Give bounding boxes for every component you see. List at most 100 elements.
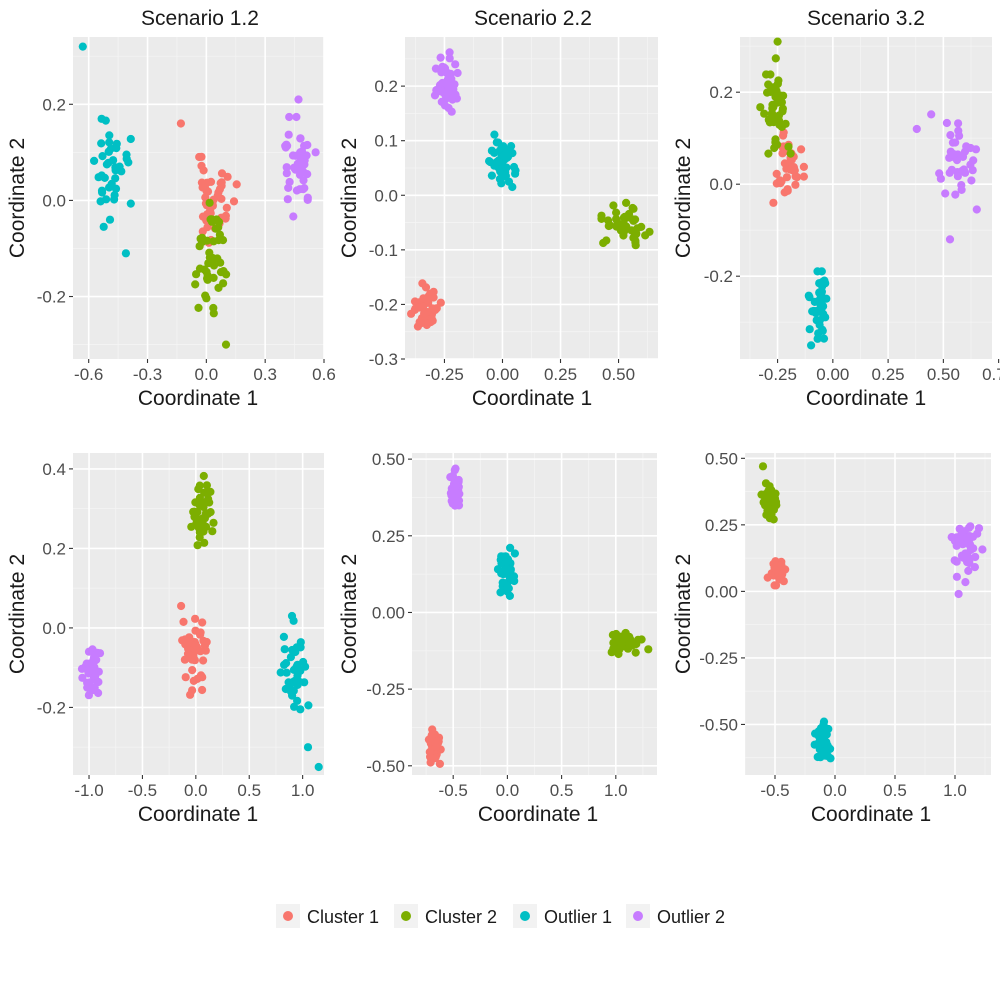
point-cluster-2: [786, 149, 795, 158]
point-cluster-2: [765, 494, 775, 503]
point-outlier-1: [121, 249, 130, 258]
panel-1-ytick-label: 0.2: [42, 95, 66, 114]
point-outlier-1: [498, 578, 507, 587]
point-cluster-2: [615, 644, 624, 654]
point-cluster-2: [609, 201, 618, 210]
point-outlier-2: [964, 523, 974, 532]
point-cluster-2: [637, 635, 646, 644]
point-cluster-2: [200, 514, 209, 523]
point-outlier-2: [963, 533, 972, 542]
point-outlier-2: [954, 589, 963, 599]
point-outlier-1: [807, 341, 816, 350]
point-outlier-1: [98, 152, 107, 161]
point-cluster-1: [206, 209, 215, 218]
point-cluster-2: [769, 505, 779, 514]
point-cluster-1: [176, 119, 185, 128]
panel-2-xtick-label: 0.50: [602, 365, 635, 384]
panel-1-xlabel: Coordinate 1: [138, 387, 258, 410]
panel-1-xtick-label: 0.6: [312, 365, 336, 384]
panel-3-ytick-label: 0.2: [709, 83, 733, 102]
point-outlier-1: [287, 611, 297, 621]
point-outlier-1: [110, 191, 119, 200]
point-cluster-1: [180, 655, 189, 664]
point-cluster-2: [193, 541, 202, 550]
panel-1-xtick-label: -0.3: [133, 365, 162, 384]
point-outlier-2: [78, 673, 87, 682]
panel-3-ytick-label: -0.2: [704, 267, 733, 286]
panel-2-xtick-label: 0.25: [544, 365, 577, 384]
point-cluster-1: [799, 172, 809, 181]
point-outlier-1: [99, 222, 108, 231]
panel-3-xtick-label: 0.00: [816, 365, 849, 384]
point-cluster-1: [179, 617, 188, 627]
point-outlier-1: [105, 215, 115, 224]
panel-2-ytick-label: -0.2: [369, 295, 398, 314]
point-cluster-2: [766, 70, 775, 79]
point-outlier-2: [945, 235, 955, 244]
point-outlier-1: [811, 729, 820, 738]
point-outlier-2: [284, 183, 293, 192]
point-cluster-2: [771, 489, 780, 498]
point-cluster-1: [198, 183, 207, 192]
point-outlier-2: [956, 531, 965, 540]
point-outlier-1: [506, 543, 515, 553]
panel-1: Scenario 1.2 -0.6 -0.3 0.0 0.3 0.6 -0.2 0.0 0.2…: [6, 7, 336, 410]
point-outlier-2: [969, 156, 978, 165]
point-cluster-2: [200, 538, 209, 547]
point-outlier-1: [822, 725, 831, 734]
point-outlier-2: [964, 566, 973, 576]
panel-2-ylabel: Coordinate 2: [338, 138, 361, 258]
point-cluster-2: [772, 86, 781, 95]
point-cluster-2: [771, 138, 780, 147]
point-cluster-1: [191, 614, 200, 623]
panel-1-ylabel: Coordinate 2: [6, 138, 29, 258]
point-outlier-1: [805, 293, 814, 302]
point-cluster-2: [216, 258, 225, 267]
panel-4-ylabel: Coordinate 2: [6, 554, 29, 674]
point-cluster-1: [428, 725, 437, 734]
panel-6-ytick-label: 0.00: [705, 582, 738, 601]
point-outlier-2: [955, 131, 964, 140]
point-outlier-1: [508, 149, 517, 158]
panel-4-ytick-label: 0.0: [42, 619, 66, 638]
point-cluster-2: [630, 231, 639, 240]
point-outlier-2: [296, 134, 305, 143]
panel-6-gridlines: [745, 453, 991, 775]
legend-label-cluster-1: Cluster 1: [307, 907, 379, 927]
point-cluster-1: [197, 152, 206, 161]
point-cluster-2: [212, 215, 221, 224]
point-cluster-1: [429, 287, 438, 296]
panel-6-ytick-label: -0.25: [699, 649, 738, 668]
panel-4-ytick-label: 0.4: [42, 460, 66, 479]
point-outlier-2: [965, 558, 974, 568]
point-outlier-1: [282, 659, 291, 668]
point-outlier-1: [490, 148, 499, 157]
point-outlier-1: [496, 588, 505, 597]
panel-3-xlabel: Coordinate 1: [806, 387, 926, 410]
point-cluster-1: [199, 636, 208, 646]
point-outlier-2: [958, 152, 968, 161]
point-cluster-1: [431, 742, 440, 751]
point-outlier-1: [495, 174, 504, 184]
point-cluster-2: [769, 515, 778, 524]
panel-5-ytick-label: -0.50: [366, 757, 405, 776]
point-outlier-1: [499, 161, 508, 170]
legend-item-cluster-2: Cluster 2: [394, 904, 497, 928]
point-cluster-2: [637, 222, 646, 231]
point-outlier-2: [978, 545, 987, 554]
point-cluster-2: [775, 120, 784, 129]
point-cluster-1: [229, 197, 239, 206]
point-outlier-2: [971, 145, 981, 154]
point-cluster-2: [208, 527, 217, 536]
point-cluster-2: [619, 220, 628, 229]
point-outlier-2: [87, 684, 96, 693]
point-outlier-2: [973, 529, 982, 538]
panel-4-plot: -1.0 -0.5 0.0 0.5 1.0 -0.2 0.0 0.2 0.4: [37, 453, 324, 800]
point-cluster-1: [232, 180, 241, 189]
point-cluster-1: [198, 618, 207, 627]
panel-2: Scenario 2.2 -0.25 0.00 0.25 0.50-0.3-0.2-0…: [338, 7, 658, 410]
point-outlier-2: [942, 118, 952, 128]
point-outlier-1: [100, 173, 109, 182]
point-outlier-2: [451, 481, 460, 491]
